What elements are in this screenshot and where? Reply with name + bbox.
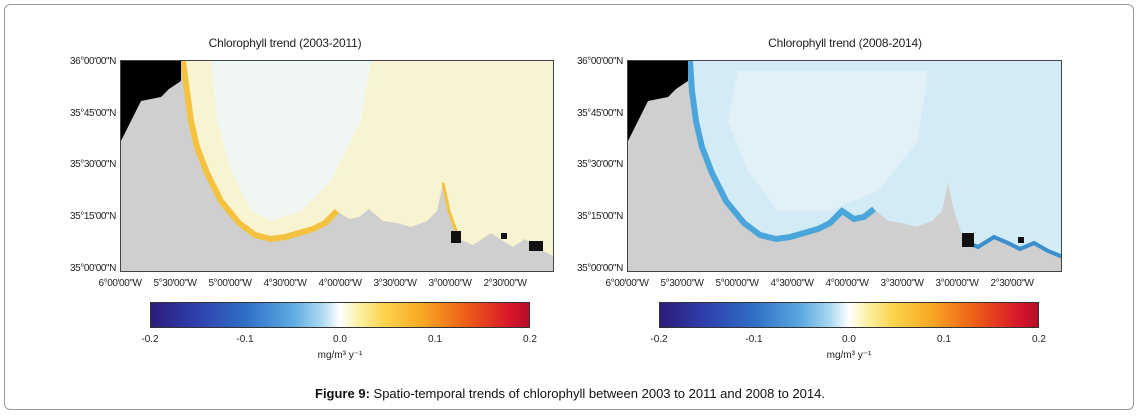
colorbar-tick: 0.0 bbox=[842, 334, 856, 345]
lon-tick: 3°00'00"W bbox=[935, 278, 979, 289]
lon-tick: 4°30'00"W bbox=[263, 278, 307, 289]
colorbar-tick: 0.2 bbox=[1032, 334, 1046, 345]
caption-label: Figure 9: bbox=[315, 386, 370, 401]
panel-title: Chlorophyll trend (2008-2014) bbox=[768, 36, 922, 50]
lat-tick: 35°30'00"N bbox=[576, 159, 623, 170]
lon-tick: 5°00'00"W bbox=[715, 278, 759, 289]
panel-title: Chlorophyll trend (2003-2011) bbox=[208, 36, 362, 50]
lat-tick: 35°45'00"N bbox=[576, 108, 623, 119]
lat-tick: 35°15'00"N bbox=[576, 211, 623, 222]
colorbar bbox=[150, 302, 530, 328]
lat-tick: 36°00'00"N bbox=[576, 56, 623, 67]
lon-tick: 5°00'00"W bbox=[208, 278, 252, 289]
map-panel-2003-2011: Chlorophyll trend (2003-2011) 36°00'00"N… bbox=[0, 0, 570, 380]
colorbar-tick: 0.1 bbox=[937, 334, 951, 345]
lon-tick: 4°00'00"W bbox=[318, 278, 362, 289]
lat-tick: 36°00'00"N bbox=[69, 56, 116, 67]
colorbar-tick: -0.2 bbox=[650, 334, 668, 345]
colorbar-tick: 0.2 bbox=[523, 334, 537, 345]
lat-tick: 35°00'00"N bbox=[576, 263, 623, 274]
colorbar-unit: mg/m³ y⁻¹ bbox=[317, 350, 363, 361]
lon-tick: 6°00'00"W bbox=[98, 278, 142, 289]
colorbar-tick: 0.1 bbox=[428, 334, 442, 345]
colorbar-tick: 0.0 bbox=[333, 334, 347, 345]
lat-tick: 35°30'00"N bbox=[69, 159, 116, 170]
colorbar-unit: mg/m³ y⁻¹ bbox=[826, 350, 872, 361]
lat-tick: 35°45'00"N bbox=[69, 108, 116, 119]
lon-tick: 6°00'00"W bbox=[605, 278, 649, 289]
chlorophyll-trend-map bbox=[627, 60, 1062, 272]
lon-tick: 5°30'00"W bbox=[660, 278, 704, 289]
figure-caption: Figure 9: Spatio-temporal trends of chlo… bbox=[0, 386, 1140, 401]
lon-tick: 2°30'00"W bbox=[483, 278, 527, 289]
lon-tick: 3°30'00"W bbox=[373, 278, 417, 289]
caption-text: Spatio-temporal trends of chlorophyll be… bbox=[369, 386, 825, 401]
map-panel-2008-2014: Chlorophyll trend (2008-2014) 36°00'00"N… bbox=[570, 0, 1140, 380]
lon-tick: 4°30'00"W bbox=[770, 278, 814, 289]
lon-tick: 3°30'00"W bbox=[880, 278, 924, 289]
lat-tick: 35°00'00"N bbox=[69, 263, 116, 274]
lon-tick: 3°00'00"W bbox=[428, 278, 472, 289]
colorbar-tick: -0.1 bbox=[236, 334, 254, 345]
colorbar-tick: -0.1 bbox=[745, 334, 763, 345]
lon-tick: 2°30'00"W bbox=[990, 278, 1034, 289]
colorbar-tick: -0.2 bbox=[141, 334, 159, 345]
colorbar bbox=[659, 302, 1039, 328]
lon-tick: 4°00'00"W bbox=[825, 278, 869, 289]
lat-tick: 35°15'00"N bbox=[69, 211, 116, 222]
lon-tick: 5°30'00"W bbox=[153, 278, 197, 289]
chlorophyll-trend-map bbox=[120, 60, 554, 272]
